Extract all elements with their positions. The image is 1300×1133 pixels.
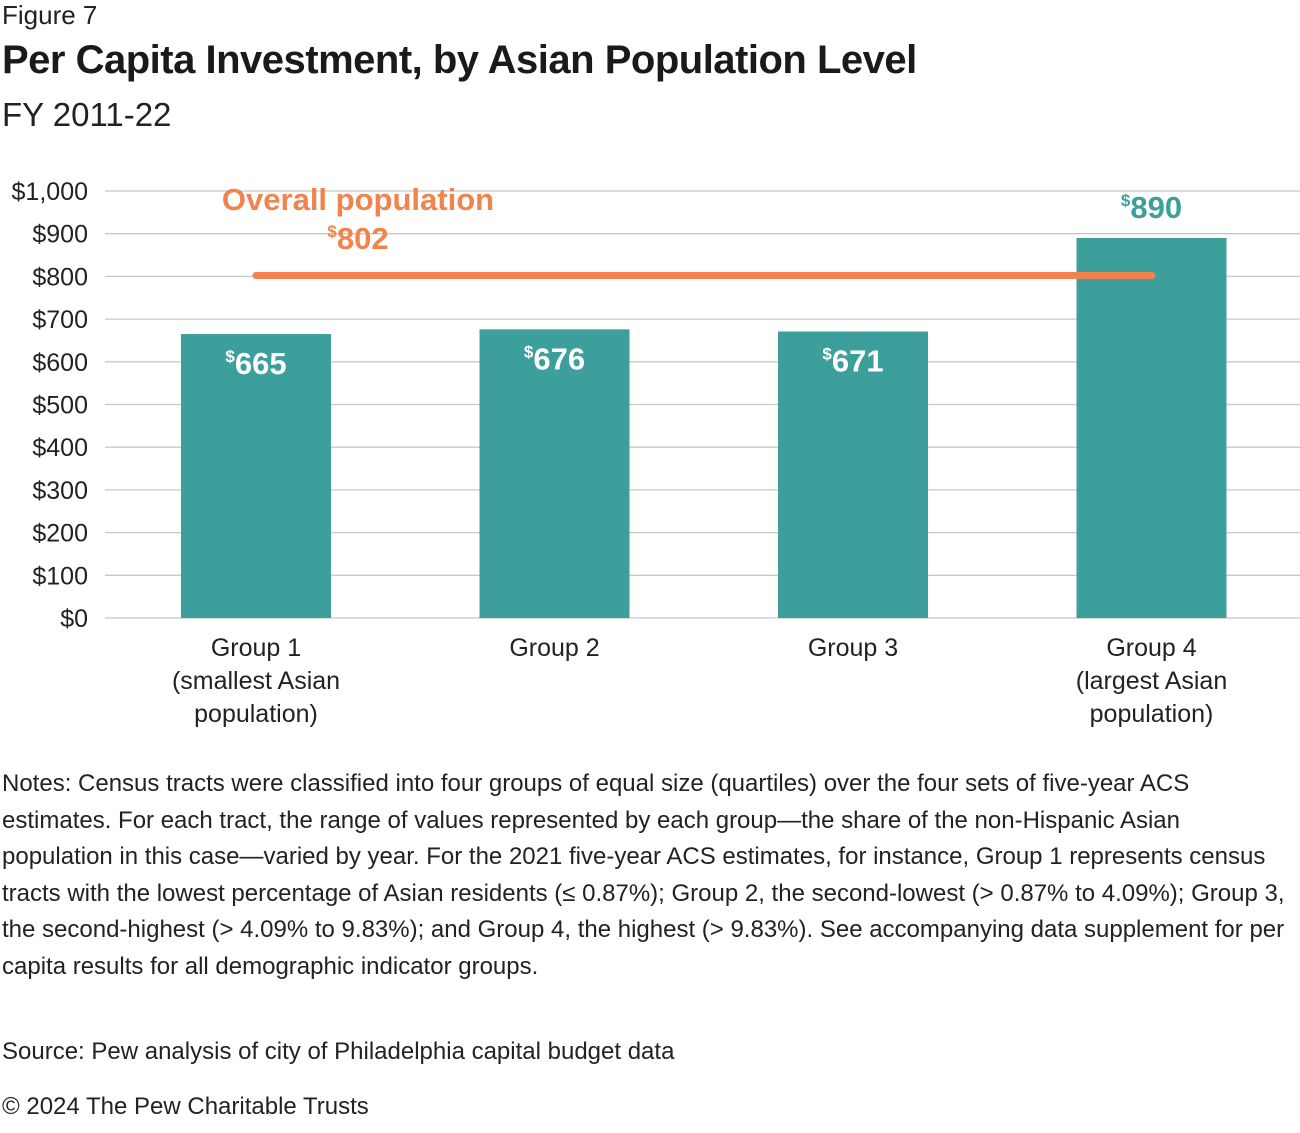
bar-chart: $0 $100 $200 $300 $400 $500 $600 $700 $800 $900 $1… (12, 178, 1300, 728)
y-tick-label: $700 (32, 306, 88, 334)
copyright: © 2024 The Pew Charitable Trusts (2, 1093, 369, 1120)
chart-title: Per Capita Investment, by Asian Populati… (2, 38, 917, 82)
bar-value-label: $671 (822, 343, 883, 378)
bar (181, 334, 331, 618)
y-tick-label: $1,000 (12, 178, 88, 206)
reference-line-label: Overall population (222, 182, 494, 217)
y-tick-label: $300 (32, 477, 88, 505)
bars (181, 237, 1227, 618)
figure-label: Figure 7 (2, 0, 98, 30)
y-tick-label: $100 (32, 562, 88, 590)
x-category-label: Group 2 (509, 634, 599, 662)
y-tick-label: $600 (32, 349, 88, 377)
y-tick-label: $800 (32, 263, 88, 291)
y-tick-label: $500 (32, 392, 88, 420)
bar (778, 331, 928, 618)
bar-value-labels: $665 $676 $671 $890 (225, 190, 1182, 381)
x-category-label: Group 3 (808, 634, 898, 662)
chart-source: Source: Pew analysis of city of Philadel… (2, 1038, 675, 1065)
bar-value-label: $676 (524, 341, 585, 376)
chart-subtitle: FY 2011-22 (2, 96, 172, 133)
x-category-label: Group 1 (smallest Asian population) (172, 634, 340, 728)
y-tick-label: $200 (32, 520, 88, 548)
bar-value-label: $665 (225, 346, 286, 381)
x-category-label: Group 4 (largest Asian population) (1076, 634, 1227, 728)
y-tick-label: $0 (60, 605, 88, 633)
bar (479, 329, 630, 618)
y-tick-label: $900 (32, 221, 88, 249)
chart-notes: Notes: Census tracts were classified int… (2, 770, 1285, 980)
reference-line-group: Overall population $802 (222, 182, 1156, 280)
bar-value-label: $890 (1121, 190, 1182, 225)
reference-line-value: $802 (327, 221, 388, 256)
y-axis-tick-labels: $0 $100 $200 $300 $400 $500 $600 $700 $800 $900 $1… (12, 178, 88, 633)
y-tick-label: $400 (32, 434, 88, 462)
bar (1076, 237, 1227, 618)
x-axis-category-labels: Group 1 (smallest Asian population) Group 2… (172, 634, 1227, 728)
